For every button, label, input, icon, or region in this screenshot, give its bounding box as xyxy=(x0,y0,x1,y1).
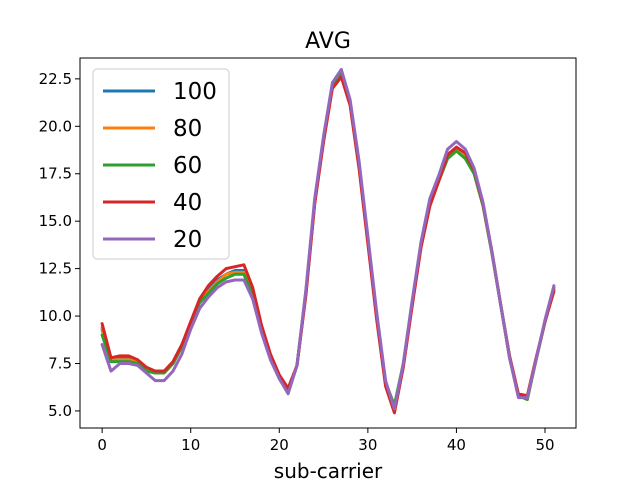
plot-area xyxy=(100,67,556,415)
chart-title: AVG xyxy=(305,29,351,54)
x-tick-label: 10 xyxy=(181,436,200,454)
y-tick-label: 17.5 xyxy=(39,165,72,183)
y-tick-label: 20.0 xyxy=(39,117,72,135)
legend-label-80: 80 xyxy=(173,116,202,142)
x-tick-label: 0 xyxy=(97,436,107,454)
legend-label-20: 20 xyxy=(173,227,202,253)
legend-box xyxy=(92,68,230,260)
legend: 100 80 60 40 20 xyxy=(92,68,230,260)
legend-label-40: 40 xyxy=(173,190,202,216)
x-axis-ticks: 0 10 20 30 40 50 xyxy=(97,428,555,454)
y-tick-label: 12.5 xyxy=(39,260,72,278)
x-tick-label: 50 xyxy=(535,436,554,454)
series-line-20 xyxy=(100,67,556,411)
y-tick-label: 22.5 xyxy=(39,70,72,88)
x-tick-label: 40 xyxy=(447,436,466,454)
y-tick-label: 15.0 xyxy=(39,212,72,230)
x-tick-label: 30 xyxy=(358,436,377,454)
axes-frame xyxy=(79,57,577,429)
x-tick-label: 20 xyxy=(270,436,289,454)
y-tick-label: 7.5 xyxy=(48,354,72,372)
y-tick-label: 5.0 xyxy=(48,402,72,420)
y-axis-ticks: 5.0 7.5 10.0 12.5 15.0 17.5 20.0 22.5 xyxy=(39,70,80,420)
legend-label-100: 100 xyxy=(173,79,217,105)
legend-label-60: 60 xyxy=(173,153,202,179)
y-tick-label: 10.0 xyxy=(39,307,72,325)
x-axis-label: sub-carrier xyxy=(274,459,383,480)
